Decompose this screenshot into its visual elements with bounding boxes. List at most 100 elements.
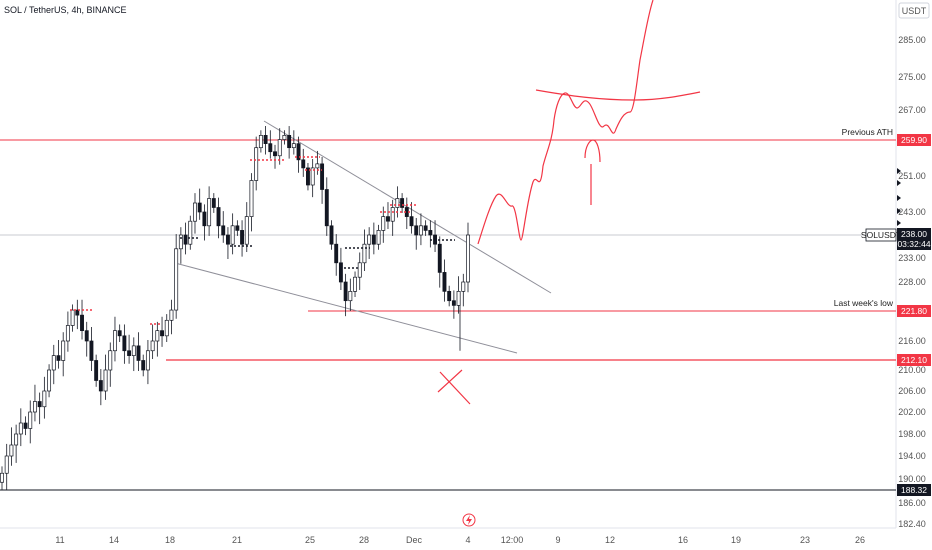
candle: [291, 130, 296, 155]
candle-body: [108, 350, 113, 371]
candle-body: [145, 350, 150, 371]
x-tick-label-12: 19: [731, 535, 741, 545]
x-tick-label-9: 9: [555, 535, 560, 545]
x-tick-label-4: 25: [305, 535, 315, 545]
candle-body: [235, 225, 240, 231]
candle: [315, 150, 320, 175]
candle-body: [178, 234, 183, 250]
candle-body: [423, 225, 428, 231]
candle: [324, 177, 329, 236]
candle: [160, 316, 164, 347]
candle-body: [376, 230, 381, 245]
projection-path[interactable]: [477, 0, 654, 245]
candle: [343, 273, 348, 317]
candle-body: [75, 309, 80, 316]
candle: [428, 220, 433, 248]
x-axis-ticks: 11 14 18 21 25 28 Dec 4 12:00 9 12 16 19 23 26: [55, 535, 865, 545]
candle-body: [343, 281, 348, 302]
candle-body: [122, 335, 127, 352]
x-tick-label-2: 18: [165, 535, 175, 545]
level-tag-value-1: 221.80: [901, 306, 927, 316]
candle-body: [32, 401, 37, 413]
resistance-arc[interactable]: [535, 89, 701, 101]
price-axis[interactable]: [896, 0, 932, 550]
candle: [32, 384, 37, 422]
candle: [371, 222, 376, 255]
plot-area[interactable]: [0, 0, 896, 528]
chart-title: SOL / TetherUS, 4h, BINANCE: [4, 5, 127, 15]
candle: [23, 416, 28, 436]
candle-body: [197, 202, 202, 213]
lightning-icon[interactable]: [462, 513, 476, 527]
candle-body: [456, 291, 461, 306]
candle: [117, 324, 122, 342]
current-price-tag[interactable]: SOLUSDT 238.00 03:32:44: [861, 228, 931, 250]
candle: [94, 354, 99, 387]
candle: [28, 400, 33, 444]
candle-body: [310, 167, 315, 186]
candle-body: [381, 216, 386, 231]
invalidation-cross[interactable]: [437, 369, 471, 405]
candle: [273, 144, 277, 169]
y-tick-label-11: 198.00: [898, 429, 926, 439]
candle-body: [70, 309, 75, 326]
candle: [18, 408, 23, 447]
candle-body: [263, 135, 268, 144]
candle: [244, 202, 249, 253]
candle-body: [277, 139, 282, 157]
candle-body: [61, 340, 66, 361]
candle-body: [188, 220, 193, 245]
candle: [9, 427, 14, 466]
candle: [414, 217, 419, 250]
candle: [56, 339, 61, 369]
candle-body: [98, 380, 103, 392]
candle-body: [282, 135, 287, 140]
x-tick-label-1: 14: [109, 535, 119, 545]
candle: [207, 186, 212, 236]
candle-body: [258, 135, 263, 149]
candle: [164, 314, 169, 342]
candle-body: [0, 472, 4, 483]
candle-body: [428, 230, 433, 236]
candle: [390, 199, 395, 236]
y-tick-label-14: 186.00: [898, 498, 926, 508]
candle: [376, 224, 381, 250]
candle: [61, 332, 66, 377]
candle: [211, 193, 216, 213]
candle-body: [56, 355, 61, 361]
y-axis-ticks: 285.00 275.00 267.00 251.00 243.00 233.00 228.…: [898, 35, 926, 529]
svg-text:238.00: 238.00: [901, 229, 927, 239]
candle-body: [89, 340, 94, 361]
candle-body: [202, 211, 207, 227]
candle: [178, 227, 183, 264]
currency-button[interactable]: USDT: [898, 2, 930, 19]
candle: [141, 354, 146, 377]
candle-body: [437, 243, 442, 273]
y-tick-label-9: 206.00: [898, 386, 926, 396]
x-tick-label-7: 4: [465, 535, 470, 545]
y-tick-label-13: 190.00: [898, 474, 926, 484]
candle: [202, 204, 207, 241]
candle: [89, 327, 94, 372]
candle-body: [334, 243, 339, 264]
candle: [287, 126, 292, 159]
candle: [348, 278, 353, 311]
candle-body: [466, 234, 470, 283]
x-tick-label-3: 21: [232, 535, 242, 545]
svg-text:USDT: USDT: [902, 6, 927, 16]
retest-arc[interactable]: [584, 139, 601, 163]
candle-body: [409, 216, 414, 227]
candle-body: [164, 319, 169, 337]
candle: [254, 136, 259, 191]
candle: [98, 369, 103, 406]
y-tick-label-15: 182.40: [898, 519, 926, 529]
candle-body: [51, 355, 56, 371]
y-tick-label-1: 275.00: [898, 72, 926, 82]
candle: [296, 136, 301, 173]
candle: [230, 213, 235, 255]
candle-body: [169, 309, 174, 321]
upper-trendline[interactable]: [263, 120, 552, 294]
y-tick-label-5: 233.00: [898, 253, 926, 263]
level-markers: [70, 156, 455, 325]
